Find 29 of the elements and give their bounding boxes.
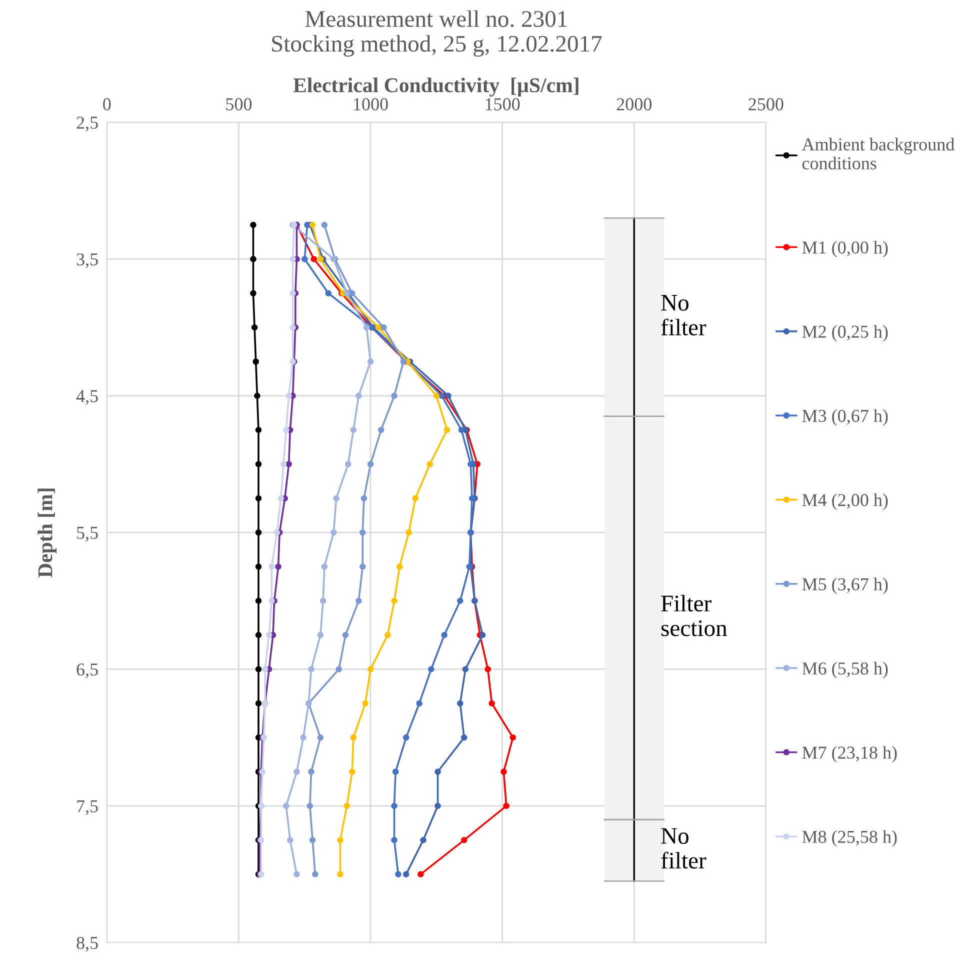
y-tick-label: 2,5	[76, 116, 98, 132]
chart-subtitle: Stocking method, 25 g, 12.02.2017	[272, 35, 602, 57]
x-tick-label: 500	[226, 98, 252, 110]
y-axis-title: Depth [m]	[38, 488, 57, 578]
x-tick-label: 1000	[354, 98, 388, 110]
x-tick-label: 2000	[616, 98, 652, 110]
legend-label: M6 (5,58 h)	[802, 662, 888, 678]
y-tick-label: 5,5	[77, 526, 98, 542]
legend-label: M1 (0,00 h)	[802, 240, 888, 258]
legend-label: M5 (3,67 h)	[802, 578, 888, 594]
x-tick-label: 0	[103, 98, 111, 110]
band-label: Filter section	[661, 594, 728, 636]
legend-label: M3 (0,67 h)	[802, 409, 888, 426]
y-tick-label: 8,5	[76, 936, 98, 952]
band-label: No filter	[661, 828, 706, 869]
legend-label: M2 (0,25 h)	[802, 325, 888, 342]
legend-label: M8 (25,58 h)	[802, 830, 897, 847]
chart-title: Measurement well no. 2301	[305, 10, 567, 28]
x-tick-label: 2500	[748, 98, 784, 110]
legend-label: M4 (2,00 h)	[802, 493, 888, 510]
legend-label: Ambient background conditions	[802, 138, 954, 170]
x-tick-label: 1500	[486, 98, 520, 110]
legend-label: M7 (23,18 h)	[802, 746, 897, 762]
y-tick-label: 3,5	[76, 253, 98, 268]
y-tick-label: 6,5	[76, 664, 98, 678]
y-tick-label: 4,5	[76, 390, 98, 405]
x-axis-title: Electrical Conductivity [µS/cm]	[293, 78, 578, 97]
y-tick-label: 7,5	[77, 800, 98, 815]
band-label: No filter	[661, 295, 706, 336]
